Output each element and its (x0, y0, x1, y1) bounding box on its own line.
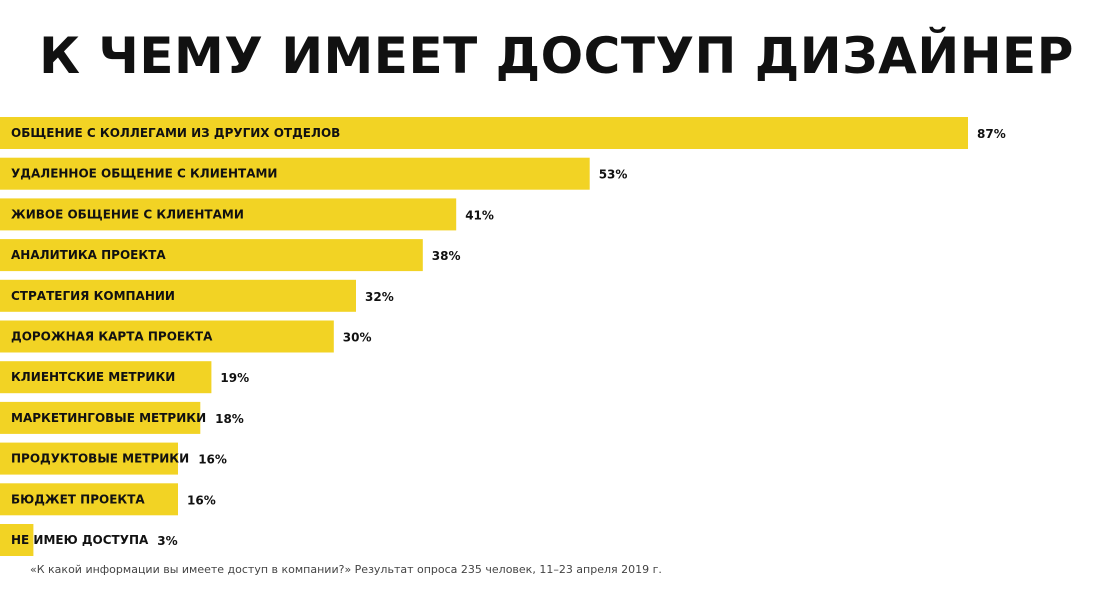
value-label-9: 16% (198, 453, 227, 467)
value-label-4: 38% (432, 249, 461, 263)
value-label-10: 16% (187, 493, 216, 507)
bar-7 (0, 361, 212, 394)
bar-2 (0, 157, 590, 190)
bar-label-6: ДОРОЖНАЯ КАРТА ПРОЕКТА (11, 330, 213, 344)
bar-5 (0, 279, 356, 312)
value-label-11: 3% (157, 534, 177, 548)
bar-8 (0, 401, 201, 434)
value-label-3: 41% (465, 208, 494, 222)
value-label-1: 87% (977, 127, 1006, 141)
chart-title: К ЧЕМУ ИМЕЕТ ДОСТУП ДИЗАЙНЕР (39, 27, 1074, 85)
bar-3 (0, 198, 457, 231)
bar-label-5: СТРАТЕГИЯ КОМПАНИИ (11, 289, 175, 303)
value-label-7: 19% (220, 371, 249, 385)
bar-6 (0, 320, 334, 353)
bar-label-2: УДАЛЕННОЕ ОБЩЕНИЕ С КЛИЕНТАМИ (11, 167, 277, 181)
survey-footnote: «К какой информации вы имеете доступ в к… (30, 563, 662, 576)
value-label-8: 18% (215, 412, 244, 426)
bar-label-8: МАРКЕТИНГОВЫЕ МЕТРИКИ (11, 411, 206, 425)
bar-10 (0, 483, 178, 516)
bar-label-3: ЖИВОЕ ОБЩЕНИЕ С КЛИЕНТАМИ (11, 207, 244, 221)
bar-11 (0, 524, 34, 556)
bar-label-10: БЮДЖЕТ ПРОЕКТА (11, 492, 145, 506)
value-label-6: 30% (343, 331, 372, 345)
bar-label-11: НЕ ИМЕЮ ДОСТУПА (11, 533, 149, 547)
bar-label-4: АНАЛИТИКА ПРОЕКТА (11, 248, 166, 262)
bar-4 (0, 239, 423, 272)
value-label-2: 53% (599, 168, 628, 182)
bar-label-9: ПРОДУКТОВЫЕ МЕТРИКИ (11, 452, 189, 466)
bar-label-1: ОБЩЕНИЕ С КОЛЛЕГАМИ ИЗ ДРУГИХ ОТДЕЛОВ (11, 126, 340, 140)
value-label-5: 32% (365, 290, 394, 304)
bar-9 (0, 442, 178, 475)
bar-1 (0, 117, 968, 149)
bar-chart: ОБЩЕНИЕ С КОЛЛЕГАМИ ИЗ ДРУГИХ ОТДЕЛОВ 87%… (0, 117, 1006, 556)
bar-label-7: КЛИЕНТСКИЕ МЕТРИКИ (11, 370, 175, 384)
